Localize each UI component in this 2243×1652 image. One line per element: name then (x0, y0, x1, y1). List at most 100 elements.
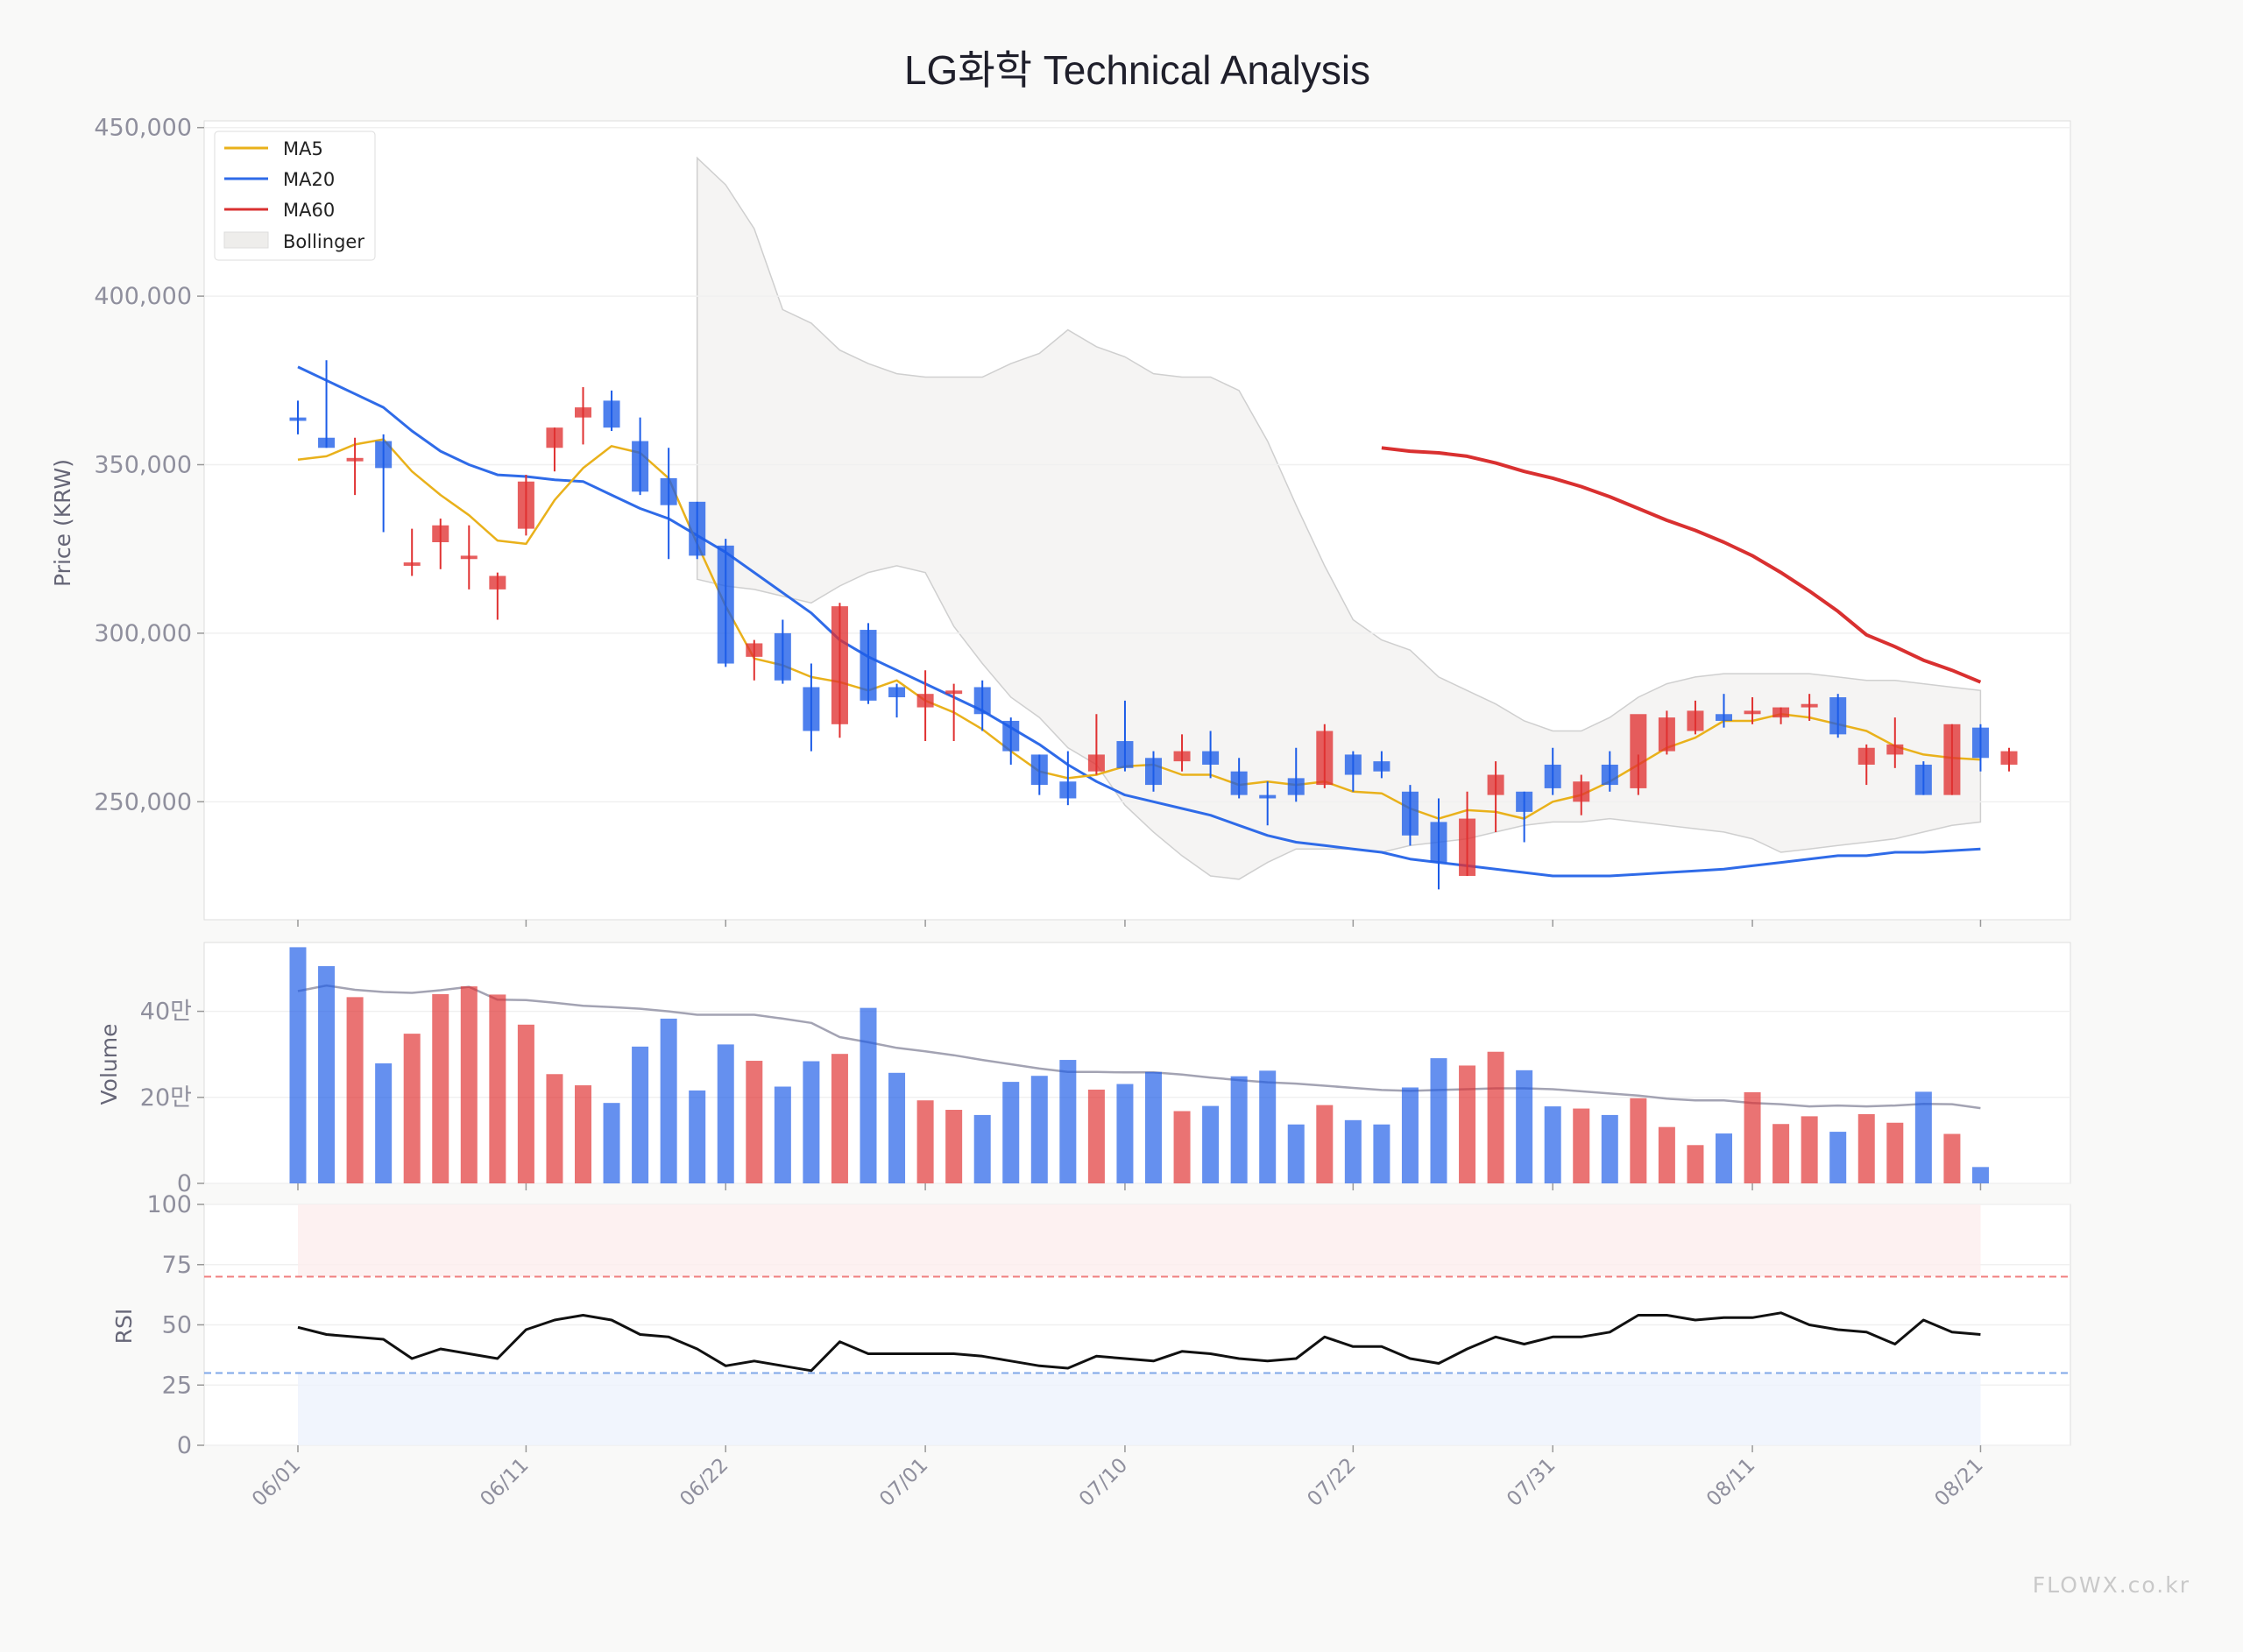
volume-bar (916, 1100, 934, 1183)
indicator-lines-layer (297, 365, 1982, 1373)
candle-body (1516, 791, 1533, 812)
candle-body (432, 525, 449, 543)
volume-bar (860, 1007, 877, 1183)
candle-body (375, 441, 393, 469)
candle-body (1630, 714, 1647, 788)
price-tick-label: 300,000 (94, 620, 192, 647)
volume-bar (945, 1110, 963, 1183)
volume-bar (460, 986, 478, 1183)
candle-body (1573, 781, 1590, 802)
volume-bar (1886, 1122, 1904, 1183)
candle-body (1971, 727, 1989, 759)
bollinger-band-layer (696, 156, 1982, 880)
candle-body (1886, 744, 1904, 755)
candle-body (603, 400, 620, 428)
volume-bar (375, 1063, 393, 1183)
watermark: FLOWX.co.kr (2032, 1572, 2190, 1598)
candle-body (717, 545, 734, 664)
rsi-tick-label: 25 (162, 1372, 192, 1399)
candle-body (632, 441, 649, 492)
volume-bar (1430, 1058, 1447, 1183)
rsi-tick-label: 75 (162, 1252, 192, 1279)
volume-bar (575, 1085, 591, 1183)
candle-body (945, 690, 963, 695)
price-tick-label: 400,000 (94, 283, 192, 310)
candle-body (860, 630, 877, 701)
volume-bar (746, 1061, 763, 1183)
candle-body (1344, 754, 1362, 775)
candle-body (1116, 741, 1134, 768)
candles-layer (289, 360, 2018, 890)
candle-body (660, 477, 677, 505)
legend-label-bollinger: Bollinger (283, 231, 364, 252)
volume-bar (1030, 1076, 1048, 1183)
volume-bar (831, 1054, 848, 1183)
candle-body (1173, 751, 1191, 762)
candle-body (774, 632, 791, 681)
price-tick-label: 450,000 (94, 115, 192, 142)
volume-bar (403, 1034, 421, 1183)
rsi-tick-label: 0 (177, 1432, 192, 1459)
volume-bar (1601, 1114, 1618, 1183)
volume-bar (1716, 1133, 1732, 1183)
volume-bar (1259, 1070, 1277, 1183)
volume-bar (1173, 1111, 1191, 1183)
ma60-line (1381, 446, 1982, 684)
volume-bar (289, 947, 307, 1183)
candle-body (1002, 720, 1020, 752)
candle-body (318, 437, 336, 448)
legend-swatch-bollinger (223, 231, 269, 249)
volume-bar (603, 1103, 620, 1183)
candle-body (689, 501, 706, 556)
volume-bar (1401, 1087, 1419, 1183)
volume-bar (1059, 1060, 1077, 1183)
legend-label-ma60: MA60 (283, 200, 335, 221)
volume-bar (1516, 1070, 1533, 1183)
legend-box (214, 131, 376, 261)
candle-body (2000, 751, 2018, 765)
candle-body (803, 687, 820, 731)
candle-body (289, 417, 307, 421)
rsi-oversold-zone (298, 1373, 1981, 1445)
chart-legend: MA5 MA20 MA60 Bollinger (214, 131, 376, 261)
volume-bar (1772, 1124, 1790, 1183)
volume-tick-label: 20만 (140, 1084, 192, 1112)
volume-bar (546, 1074, 563, 1183)
volume-bar (1943, 1133, 1961, 1183)
volume-bar (689, 1090, 706, 1183)
volume-bar (888, 1072, 906, 1183)
candle-body (1716, 714, 1732, 721)
volume-bar (1373, 1124, 1390, 1183)
volume-bar (1658, 1126, 1675, 1183)
candle-body (1459, 818, 1476, 876)
candle-body (746, 643, 763, 657)
x-tick-label: 07/01 (875, 1454, 932, 1511)
candle-body (1544, 764, 1561, 788)
candle-body (1373, 761, 1390, 772)
volume-bar (1459, 1065, 1476, 1183)
volume-panel-frame (203, 942, 2071, 1184)
volume-bar (318, 966, 336, 1183)
rsi-line (297, 1311, 1981, 1373)
volume-bar (517, 1024, 534, 1183)
price-tick-label: 250,000 (94, 788, 192, 815)
candle-body (1287, 778, 1305, 795)
volume-bars-layer (289, 947, 1989, 1183)
volume-bar (1914, 1091, 1932, 1183)
volume-bar (1002, 1082, 1020, 1183)
candle-body (346, 457, 364, 462)
volume-bar (1630, 1098, 1647, 1183)
volume-bar (1344, 1119, 1362, 1183)
candle-body (1230, 771, 1248, 795)
candle-body (489, 575, 506, 589)
rsi-zones-layer (204, 1204, 2070, 1445)
candle-body (1430, 822, 1447, 863)
candle-body (1401, 791, 1419, 836)
legend-label-ma20: MA20 (283, 169, 335, 190)
candle-body (1316, 731, 1334, 786)
candle-body (831, 606, 848, 724)
ma5-line (297, 438, 1981, 820)
candle-body (1030, 754, 1048, 786)
candle-body (1145, 758, 1162, 786)
